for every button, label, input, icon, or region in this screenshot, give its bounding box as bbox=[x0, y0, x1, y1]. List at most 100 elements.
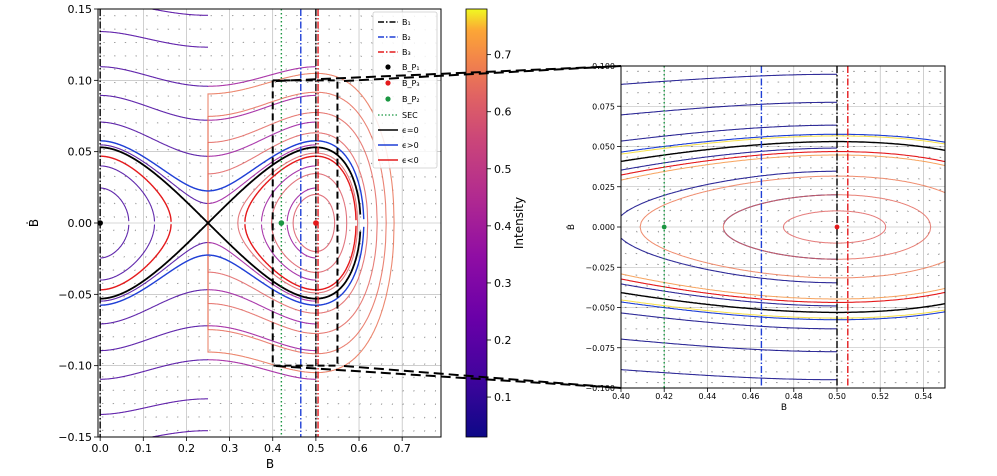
vector-arrow bbox=[112, 256, 115, 258]
colorbar-tick-label: 0.7 bbox=[494, 49, 512, 62]
fixed-point-bp3 bbox=[834, 224, 840, 230]
vector-arrow bbox=[317, 215, 320, 218]
colorbar-tick-label: 0.2 bbox=[494, 334, 512, 347]
vector-arrow bbox=[413, 390, 415, 392]
vector-arrow bbox=[370, 323, 372, 325]
vector-arrow bbox=[348, 389, 351, 392]
separatrix-eps-negative bbox=[621, 151, 837, 176]
separatrix-eps0 bbox=[621, 291, 837, 314]
vector-arrow bbox=[906, 210, 909, 213]
vector-arrow bbox=[231, 201, 234, 204]
y-tick-label: 0.050 bbox=[592, 143, 615, 152]
vector-arrow bbox=[668, 230, 670, 233]
vector-arrow bbox=[916, 253, 919, 255]
vector-arrow bbox=[874, 221, 877, 223]
vector-arrow bbox=[349, 175, 351, 178]
vector-arrow bbox=[348, 416, 351, 418]
vector-arrow bbox=[680, 209, 683, 212]
vector-arrow bbox=[646, 230, 649, 233]
vector-arrow bbox=[939, 221, 941, 224]
vector-arrow bbox=[636, 230, 638, 233]
vector-arrow bbox=[326, 282, 329, 285]
vector-arrow bbox=[939, 210, 942, 213]
vector-arrow bbox=[360, 149, 362, 151]
separatrix-eps-positive bbox=[621, 301, 837, 321]
vector-arrow bbox=[701, 199, 704, 201]
y-tick-label: −0.050 bbox=[585, 304, 615, 313]
streamline bbox=[286, 187, 316, 222]
vector-arrow bbox=[896, 210, 899, 212]
vector-arrow bbox=[391, 430, 394, 432]
streamline bbox=[100, 121, 208, 157]
vector-arrow bbox=[359, 416, 361, 419]
vector-arrow bbox=[348, 376, 351, 378]
vector-arrow bbox=[359, 389, 361, 392]
vector-arrow bbox=[370, 363, 372, 365]
zoom-streamlines bbox=[621, 73, 945, 381]
vector-arrow bbox=[360, 95, 362, 98]
vector-arrow bbox=[636, 209, 639, 212]
zoom-connector-bottom-a bbox=[275, 365, 622, 389]
vector-arrow bbox=[155, 256, 158, 258]
vector-arrow bbox=[135, 189, 137, 191]
vector-arrow bbox=[327, 242, 329, 245]
vector-arrow bbox=[176, 256, 179, 258]
vector-arrow bbox=[155, 242, 158, 245]
vector-arrow bbox=[657, 241, 660, 244]
vector-arrow bbox=[678, 241, 681, 244]
zoom-x-axis-label: B bbox=[781, 403, 787, 413]
y-tick-label: −0.15 bbox=[58, 431, 92, 444]
legend-label-epspos: ϵ>0 bbox=[402, 141, 419, 150]
vector-arrow bbox=[917, 221, 920, 224]
colorbar-tick-label: 0.4 bbox=[494, 220, 512, 233]
vector-arrow bbox=[199, 215, 202, 218]
vector-arrow bbox=[797, 231, 800, 233]
vector-arrow bbox=[370, 349, 372, 352]
vector-arrow bbox=[371, 28, 373, 31]
vector-arrow bbox=[766, 220, 769, 222]
streamline bbox=[621, 124, 837, 142]
vector-arrow bbox=[370, 82, 373, 84]
vector-arrow bbox=[402, 363, 404, 365]
streamline bbox=[260, 224, 316, 281]
zoom-connector-bottom-b bbox=[343, 365, 622, 389]
y-tick-label: −0.025 bbox=[585, 263, 615, 272]
vector-arrow bbox=[647, 220, 650, 222]
streamline bbox=[621, 73, 837, 85]
streamline bbox=[208, 325, 316, 352]
vector-arrow bbox=[167, 189, 170, 191]
vector-arrow bbox=[938, 242, 940, 245]
main-fixed-points bbox=[97, 220, 319, 226]
vector-arrow bbox=[274, 148, 277, 150]
vector-arrow bbox=[349, 82, 352, 84]
vector-arrow bbox=[669, 209, 672, 212]
streamline bbox=[621, 338, 837, 353]
separatrix-eps-negative bbox=[100, 155, 172, 222]
x-tick-label: 0.50 bbox=[828, 392, 846, 401]
vector-arrow bbox=[928, 221, 930, 224]
vector-arrow bbox=[788, 220, 790, 222]
separatrix-eps0 bbox=[100, 222, 209, 300]
vector-arrow bbox=[124, 189, 127, 191]
vector-arrow bbox=[635, 252, 638, 255]
vector-arrow bbox=[327, 256, 329, 258]
vector-arrow bbox=[103, 215, 105, 218]
legend-marker-bp1 bbox=[385, 64, 391, 70]
streamline bbox=[100, 241, 208, 302]
vector-arrow bbox=[251, 295, 254, 297]
vector-arrow bbox=[155, 282, 158, 285]
vector-arrow bbox=[262, 268, 265, 271]
zoom-fixed-points bbox=[661, 224, 840, 230]
vector-arrow bbox=[348, 349, 351, 352]
streamline bbox=[208, 94, 316, 121]
vector-arrow bbox=[402, 403, 404, 406]
vector-arrow bbox=[166, 242, 169, 245]
vector-arrow bbox=[263, 175, 266, 177]
separatrix-eps-negative bbox=[0, 152, 112, 226]
vector-arrow bbox=[187, 256, 190, 258]
vector-arrow bbox=[220, 228, 222, 230]
streamline bbox=[100, 31, 208, 48]
vector-arrow bbox=[370, 95, 373, 98]
separatrix-eps-negative bbox=[100, 224, 172, 291]
vector-arrow bbox=[721, 241, 724, 244]
